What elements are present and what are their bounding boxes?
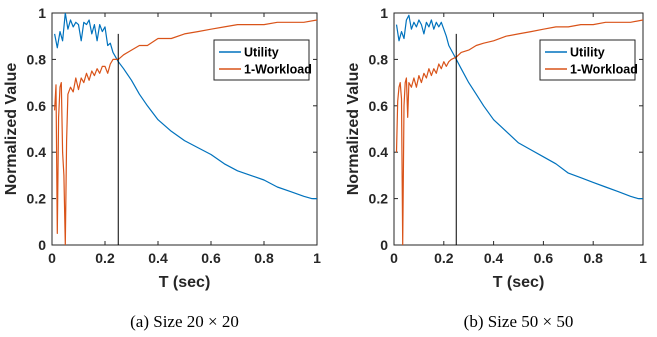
x-tick-label: 0.6 [534,250,554,266]
subfigure-caption: (b) Size 50 × 50 [464,312,574,331]
y-tick-label: 0.8 [27,51,47,67]
x-tick-label: 0.8 [254,250,274,266]
x-tick-label: 0.2 [434,250,454,266]
series-line-workload [395,19,643,245]
y-axis-label: Normalized Value [3,63,20,196]
x-axis-label: T (sec) [159,274,211,291]
y-tick-label: 0 [38,237,46,253]
x-tick-label: 0 [48,250,56,266]
x-tick-label: 0.8 [583,250,603,266]
y-tick-label: 0.4 [369,144,389,160]
x-tick-label: 0.2 [95,250,115,266]
plot-area [393,12,644,246]
x-tick-label: 0.6 [201,250,221,266]
y-tick-label: 1 [380,5,388,21]
y-tick-label: 0.6 [27,98,47,114]
subfigure-caption: (a) Size 20 × 20 [130,312,239,331]
plot-area [51,12,318,246]
legend-label: Utility [570,46,605,60]
legend-box [213,39,310,81]
chart-panel-2: 0 0.2 0.4 0.6 0.8 1 0 0.2 0.4 0.6 0.8 1 T (sec) Norma… [345,5,647,331]
y-tick-label: 0 [380,237,388,253]
y-tick-label: 1 [38,5,46,21]
x-axis-label: T (sec) [493,274,545,291]
legend-box [539,39,636,81]
y-axis-label: Normalized Value [345,63,362,196]
legend-label: 1-Workload [570,63,638,77]
series-line-utility [54,13,317,200]
x-tick-label: 1 [313,250,321,266]
y-tick-label: 0.6 [369,98,389,114]
y-tick-label: 0.8 [369,51,389,67]
x-tick-label: 0 [390,250,398,266]
y-tick-label: 0.2 [27,191,47,207]
chart-panel-1: 0 0.2 0.4 0.6 0.8 1 0 0.2 0.4 0.6 0.8 1 T (sec) Norma… [3,5,321,331]
x-tick-label: 0.4 [484,250,504,266]
x-tick-label: 1 [639,250,647,266]
y-tick-label: 0.4 [27,144,47,160]
x-tick-label: 0.4 [148,250,168,266]
y-tick-label: 0.2 [369,191,389,207]
legend-label: 1-Workload [244,63,312,77]
series-line-utility [395,14,643,200]
legend-label: Utility [244,46,279,60]
series-line-workload [54,19,317,245]
